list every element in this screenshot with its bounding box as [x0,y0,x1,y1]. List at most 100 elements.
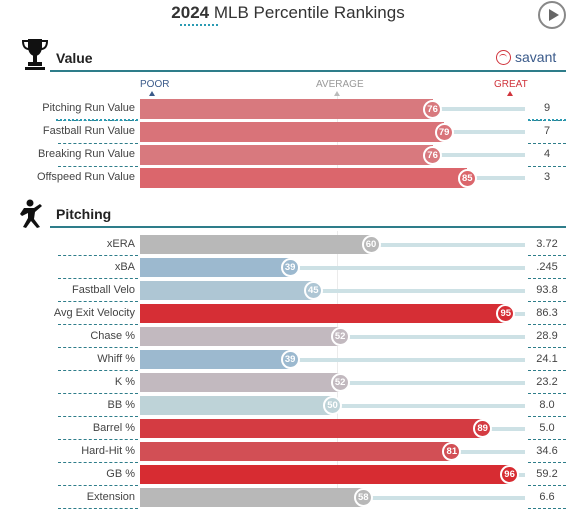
bar-track [140,288,525,293]
bar-track [140,265,525,270]
metric-label-barrel[interactable]: Barrel % [92,421,135,434]
row-separator [528,508,566,509]
metric-label-fastball-run-value[interactable]: Fastball Run Value [42,125,135,137]
scale-poor-label: POOR [140,79,170,90]
title-year[interactable]: 2024 [171,3,210,22]
percentile-dot[interactable]: 50 [323,396,342,415]
row-separator [58,485,138,486]
row-separator [528,278,566,279]
percentile-dot[interactable]: 52 [330,373,350,392]
percentile-bar[interactable] [140,258,291,277]
row-separator [528,439,566,440]
percentile-dot[interactable]: 76 [423,145,443,165]
title-text: MLB Percentile Rankings [213,3,405,22]
percentile-bar[interactable] [140,168,468,188]
page-title: 2024 MLB Percentile Rankings [0,3,576,23]
scale-average-marker [334,91,340,96]
metric-label-bb[interactable]: BB % [107,398,135,411]
scale-average-label: AVERAGE [316,79,364,90]
percentile-bar[interactable] [140,99,433,119]
scale-great-label: GREAT [494,79,528,90]
percentile-bar[interactable] [140,122,445,142]
scale-poor-marker [149,91,155,96]
stat-value-fastball-run-value: 7 [543,125,551,137]
selected-row-indicator [528,119,566,121]
stat-value-extension: 6.6 [539,490,555,503]
stat-value-xba: .245 [536,260,558,273]
row-separator [528,165,566,167]
pitcher-icon [20,199,42,228]
percentile-bar[interactable] [140,350,291,369]
percentile-dot[interactable]: 85 [457,168,477,188]
scale-great-marker [507,91,513,96]
metric-label-hard-hit[interactable]: Hard-Hit % [81,444,135,457]
percentile-bar[interactable] [140,373,341,392]
percentile-bar[interactable] [140,145,433,165]
row-separator [528,416,566,417]
year-selector-indicator[interactable] [180,24,218,26]
metric-label-breaking-run-value[interactable]: Breaking Run Value [37,148,135,160]
metric-label-offspeed-run-value[interactable]: Offspeed Run Value [36,171,135,183]
percentile-bar[interactable] [140,419,483,438]
percentile-dot[interactable]: 45 [303,281,323,300]
section-rule-pitching [50,226,566,228]
percentile-dot[interactable]: 81 [442,442,462,461]
row-separator [58,462,138,463]
percentile-dot[interactable]: 39 [280,258,300,277]
trophy-icon [22,39,48,70]
row-separator [58,347,138,348]
metric-label-extension[interactable]: Extension [86,490,135,503]
metric-label-xera[interactable]: xERA [106,237,135,250]
metric-label-gb[interactable]: GB % [106,467,135,480]
row-separator [528,485,566,486]
percentile-bar[interactable] [140,304,506,323]
row-separator [528,370,566,371]
stat-value-fastball-velo: 93.8 [536,283,558,296]
stat-value-hard-hit: 34.6 [536,444,558,457]
stat-value-breaking-run-value: 4 [543,148,551,160]
metric-label-whiff[interactable]: Whiff % [97,352,135,365]
percentile-dot[interactable]: 58 [353,488,373,507]
savant-label: savant [515,49,557,65]
bar-track [140,357,525,362]
percentile-bar[interactable] [140,465,510,484]
savant-logo-icon [496,49,511,65]
selected-row-indicator [56,119,138,121]
average-guideline [337,231,338,507]
stat-value-barrel: 5.0 [539,421,555,434]
row-separator [58,255,138,256]
play-button[interactable] [538,1,566,29]
stat-value-chase: 28.9 [536,329,558,342]
section-title-pitching: Pitching [56,206,112,222]
metric-label-avg-exit-velocity[interactable]: Avg Exit Velocity [53,306,135,319]
percentile-dot[interactable]: 52 [330,327,350,346]
percentile-bar[interactable] [140,327,341,346]
stat-value-pitching-run-value: 9 [543,102,551,114]
metric-label-k[interactable]: K % [114,375,135,388]
percentile-dot[interactable]: 76 [423,99,443,119]
percentile-bar[interactable] [140,235,371,254]
row-separator [58,508,138,509]
savant-brand[interactable]: savant [496,49,556,65]
percentile-bar[interactable] [140,488,364,507]
row-separator [528,324,566,325]
percentile-bar[interactable] [140,281,314,300]
row-separator [58,278,138,279]
row-separator [528,462,566,463]
metric-label-fastball-velo[interactable]: Fastball Velo [72,283,135,296]
percentile-bar[interactable] [140,396,333,415]
percentile-dot[interactable]: 39 [280,350,300,369]
percentile-bar[interactable] [140,442,452,461]
metric-label-pitching-run-value[interactable]: Pitching Run Value [42,102,135,114]
percentile-dot[interactable]: 95 [496,304,516,323]
percentile-dot[interactable]: 96 [500,465,520,484]
metric-label-xba[interactable]: xBA [114,260,135,273]
percentile-dot[interactable]: 89 [473,419,493,438]
metric-label-chase[interactable]: Chase % [90,329,135,342]
percentile-dot[interactable]: 60 [361,235,381,254]
stat-value-avg-exit-velocity: 86.3 [536,306,558,319]
stat-value-xera: 3.72 [536,237,558,250]
percentile-dot[interactable]: 79 [434,122,454,142]
row-separator [58,142,138,144]
row-separator [58,393,138,394]
